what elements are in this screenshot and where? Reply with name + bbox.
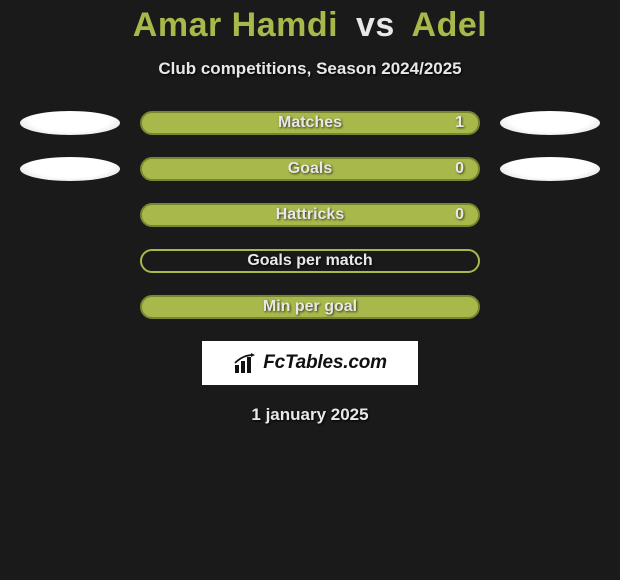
stat-row: Matches 1 (0, 111, 620, 135)
fctables-logo: FcTables.com (202, 341, 418, 385)
stat-row: Min per goal (0, 295, 620, 319)
right-ellipse (500, 111, 600, 135)
player1-name: Amar Hamdi (133, 6, 338, 44)
stat-bar: Matches 1 (140, 111, 480, 135)
stat-value: 0 (455, 206, 464, 224)
left-ellipse (20, 111, 120, 135)
stat-value: 0 (455, 160, 464, 178)
stat-rows: Matches 1 Goals 0 Hattricks 0 Goals per match M… (0, 111, 620, 319)
stat-row: Goals per match (0, 249, 620, 273)
left-ellipse (20, 157, 120, 181)
stat-value: 1 (455, 114, 464, 132)
stat-label: Matches (278, 114, 342, 132)
vs-text: vs (356, 6, 395, 44)
stat-bar: Hattricks 0 (140, 203, 480, 227)
stat-row: Goals 0 (0, 157, 620, 181)
logo-text: FcTables.com (263, 352, 387, 374)
stat-bar: Goals 0 (140, 157, 480, 181)
date-text: 1 january 2025 (0, 405, 620, 425)
stat-label: Hattricks (276, 206, 344, 224)
stat-bar: Goals per match (140, 249, 480, 273)
subtitle: Club competitions, Season 2024/2025 (0, 59, 620, 79)
stat-label: Min per goal (263, 298, 357, 316)
stat-label: Goals (288, 160, 332, 178)
player2-name: Adel (412, 6, 488, 44)
bars-icon (233, 353, 257, 373)
stat-label: Goals per match (247, 252, 372, 270)
comparison-title: Amar Hamdi vs Adel (0, 0, 620, 45)
right-ellipse (500, 157, 600, 181)
stat-bar: Min per goal (140, 295, 480, 319)
stat-row: Hattricks 0 (0, 203, 620, 227)
